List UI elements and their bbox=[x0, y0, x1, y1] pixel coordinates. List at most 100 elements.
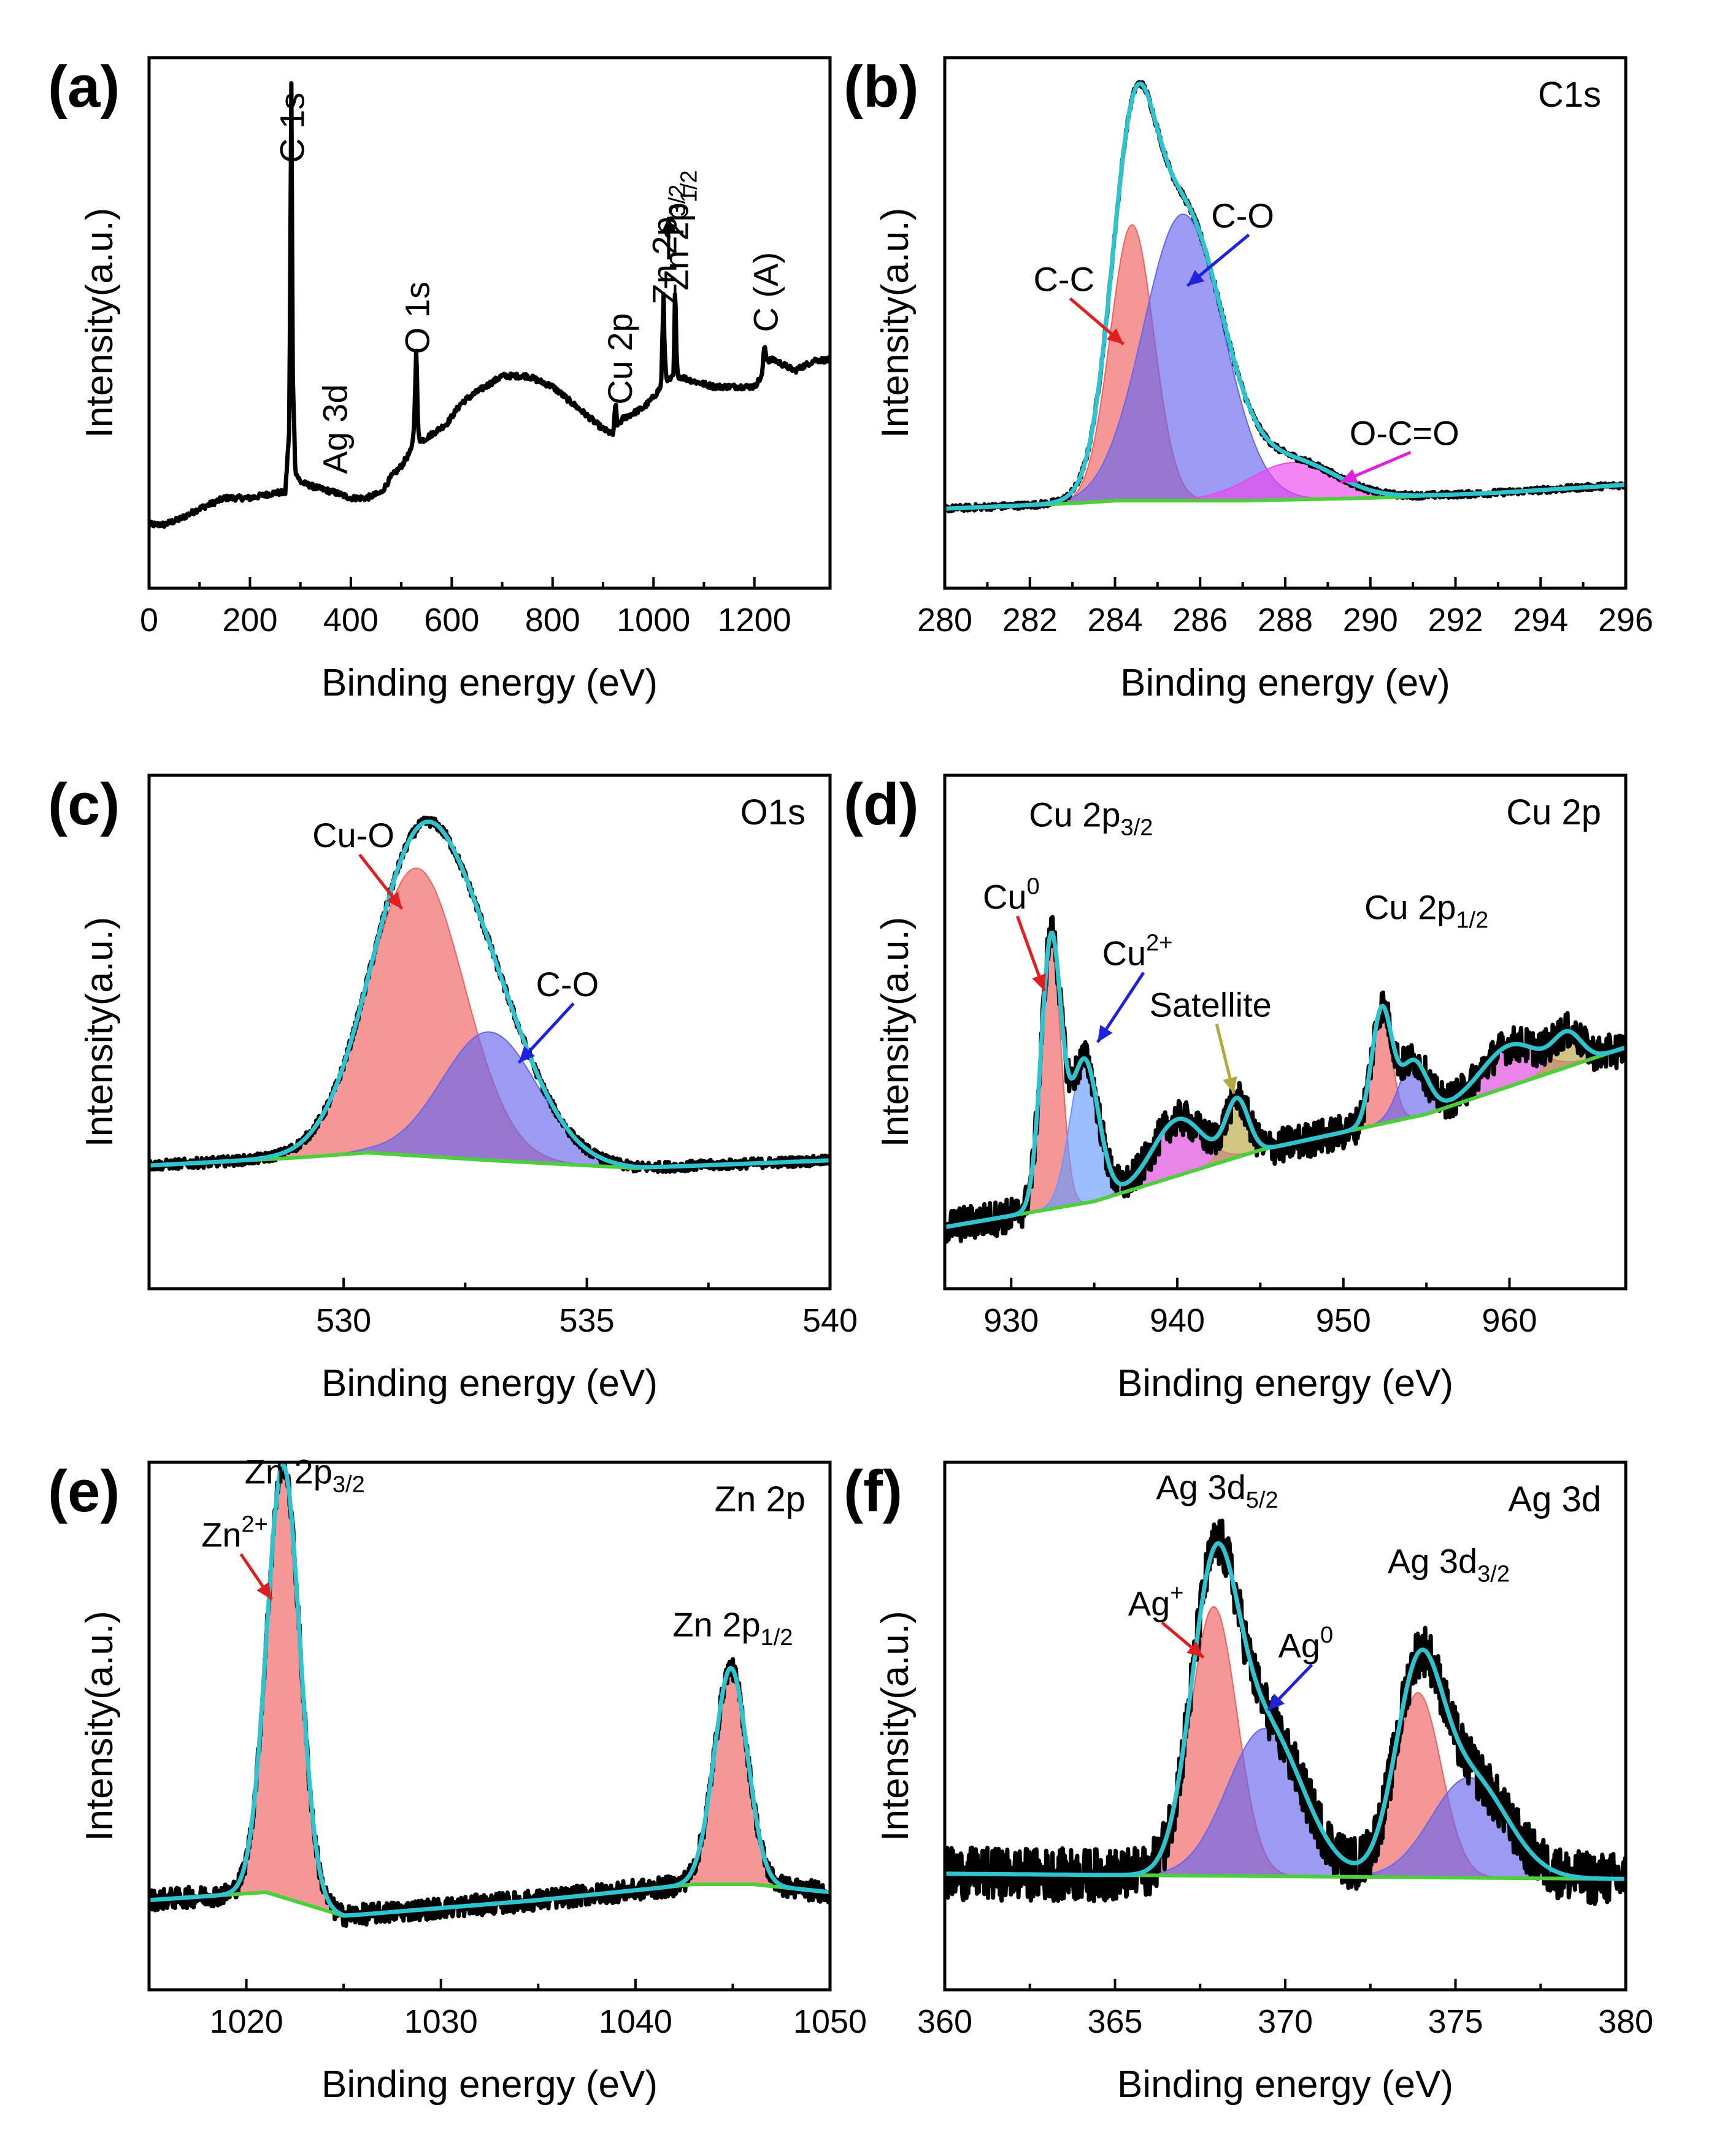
x-tick-label: 1000 bbox=[617, 602, 690, 639]
panel-label: (b) bbox=[844, 54, 919, 120]
plot-frame bbox=[147, 1460, 832, 1992]
annotation-arrow bbox=[517, 1002, 575, 1064]
svg-text:C (A): C (A) bbox=[747, 252, 785, 332]
plot-area bbox=[149, 81, 830, 529]
x-tick-label: 0 bbox=[140, 602, 158, 639]
panel-title: Zn 2p bbox=[715, 1479, 806, 1519]
annotation-2: C-O bbox=[517, 965, 599, 1064]
svg-text:Ag 3d5/2: Ag 3d5/2 bbox=[1156, 1468, 1278, 1513]
panel-title: Cu 2p bbox=[1506, 792, 1601, 832]
plot-frame bbox=[147, 773, 832, 1291]
svg-text:Zn 2p1/2: Zn 2p1/2 bbox=[672, 1605, 793, 1651]
panel-label: (c) bbox=[48, 772, 120, 837]
svg-text:C 1s: C 1s bbox=[273, 93, 312, 163]
x-axis-label: Binding energy (eV) bbox=[321, 1362, 658, 1405]
x-tick-label: 290 bbox=[1343, 602, 1398, 639]
panel-a: 0 200 400 600 800 1000 1200 Binding energy (eV)… bbox=[48, 54, 832, 704]
plot-area bbox=[945, 915, 1626, 1244]
x-tick-label: 600 bbox=[424, 602, 479, 639]
panel-c: 530 535 540 Binding energy (eV) Intensity(a.… bbox=[48, 772, 858, 1405]
annotation-3: Cu2+ bbox=[1096, 930, 1173, 1043]
x-tick-label: 960 bbox=[1482, 1302, 1537, 1339]
x-axis-label: Binding energy (eV) bbox=[321, 662, 658, 704]
panel-label: (d) bbox=[844, 772, 919, 837]
panel-title: C1s bbox=[1538, 75, 1601, 115]
x-axis-label: Binding energy (ev) bbox=[1120, 662, 1450, 704]
x-tick-label: 365 bbox=[1087, 2003, 1142, 2040]
svg-text:O 1s: O 1s bbox=[398, 282, 437, 354]
annotation-4: Ag 3d3/2 bbox=[1388, 1542, 1510, 1587]
svg-text:Cu2+: Cu2+ bbox=[1102, 930, 1173, 973]
plot-frame bbox=[943, 56, 1628, 590]
annotation-1: Cu 2p3/2 bbox=[1029, 796, 1153, 841]
svg-text:Satellite: Satellite bbox=[1150, 985, 1272, 1024]
annotation-5: Cu 2p1/2 bbox=[1364, 888, 1488, 933]
x-tick-label: 535 bbox=[559, 1302, 615, 1339]
svg-text:Ag 3d: Ag 3d bbox=[316, 385, 355, 474]
panel-e: 1020 1030 1040 1050 Binding energy (eV) Inten… bbox=[48, 1452, 867, 2106]
x-tick-label: 540 bbox=[802, 1302, 858, 1339]
annotation-1: Ag 3d5/2 bbox=[1156, 1468, 1278, 1513]
x-tick-label: 400 bbox=[323, 602, 379, 639]
plot-area bbox=[945, 1518, 1626, 1906]
x-tick-label: 1040 bbox=[599, 2003, 672, 2040]
fit-envelope-line bbox=[945, 81, 1626, 511]
fit-envelope-line bbox=[149, 819, 830, 1170]
x-axis-label: Binding energy (eV) bbox=[1117, 2063, 1453, 2106]
panel-label: (e) bbox=[48, 1459, 120, 1524]
svg-text:Cu 2p1/2: Cu 2p1/2 bbox=[1364, 888, 1488, 933]
x-tick-label: 1030 bbox=[404, 2003, 478, 2040]
x-tick-label: 200 bbox=[222, 602, 277, 639]
component-peak-2 bbox=[149, 1031, 830, 1169]
annotation-arrow bbox=[1096, 972, 1145, 1043]
y-axis-label: Intensity(a.u.) bbox=[874, 917, 917, 1148]
x-tick-label: 284 bbox=[1087, 602, 1142, 639]
x-tick-label: 294 bbox=[1513, 602, 1568, 639]
annotation-6: Zn 2p1/2 bbox=[656, 170, 702, 290]
annotation-arrow bbox=[1186, 233, 1250, 287]
panel-d: 930 940 950 960 Binding energy (eV) Intensity… bbox=[844, 772, 1628, 1405]
svg-text:Cu 2p: Cu 2p bbox=[601, 313, 639, 404]
panel-label: (f) bbox=[844, 1459, 902, 1524]
y-axis-label: Intensity(a.u.) bbox=[874, 1611, 917, 1841]
panel-f: 360 365 370 375 380 Binding energy (eV) Intens… bbox=[844, 1459, 1653, 2106]
svg-text:Zn 2p1/2: Zn 2p1/2 bbox=[656, 170, 702, 290]
svg-text:Ag 3d3/2: Ag 3d3/2 bbox=[1388, 1542, 1510, 1587]
annotation-4: Satellite bbox=[1150, 985, 1272, 1094]
x-tick-label: 940 bbox=[1150, 1302, 1205, 1339]
annotation-2: Cu0 bbox=[983, 874, 1046, 992]
x-tick-label: 292 bbox=[1428, 602, 1483, 639]
annotation-1: C 1s bbox=[273, 93, 312, 163]
fit-envelope-line bbox=[945, 1541, 1626, 1881]
survey-spectrum-line bbox=[149, 81, 830, 529]
annotation-2: Zn2+ bbox=[201, 1512, 273, 1601]
plot-area bbox=[149, 1462, 830, 1928]
plot-frame bbox=[943, 773, 1628, 1291]
svg-text:Cu 2p3/2: Cu 2p3/2 bbox=[1029, 796, 1153, 841]
y-axis-label: Intensity(a.u.) bbox=[79, 1611, 121, 1841]
svg-text:C-O: C-O bbox=[536, 965, 599, 1003]
svg-text:Zn 2p3/2: Zn 2p3/2 bbox=[245, 1452, 365, 1497]
fit-envelope-line bbox=[945, 930, 1626, 1230]
x-tick-label: 282 bbox=[1002, 602, 1058, 639]
svg-text:Ag0: Ag0 bbox=[1278, 1622, 1333, 1665]
annotation-5: Zn 2p3/2 bbox=[645, 184, 690, 304]
annotation-3: Zn 2p1/2 bbox=[672, 1605, 793, 1651]
panel-title: O1s bbox=[740, 792, 806, 832]
y-axis-label: Intensity(a.u.) bbox=[79, 208, 121, 439]
x-tick-label: 1200 bbox=[718, 602, 791, 639]
annotation-7: C (A) bbox=[747, 252, 785, 332]
annotation-1: Cu-O bbox=[312, 816, 404, 910]
x-tick-label: 280 bbox=[917, 602, 972, 639]
plot-frame bbox=[943, 1460, 1628, 1992]
svg-text:Ag+: Ag+ bbox=[1128, 1580, 1184, 1622]
x-tick-label: 296 bbox=[1598, 602, 1653, 639]
annotation-3: Ag0 bbox=[1267, 1622, 1333, 1711]
panel-label: (a) bbox=[48, 54, 120, 120]
y-axis-label: Intensity(a.u.) bbox=[874, 208, 917, 439]
x-tick-label: 1050 bbox=[793, 2003, 867, 2040]
annotation-arrow bbox=[1069, 297, 1125, 346]
annotation-arrow bbox=[1015, 915, 1046, 992]
x-tick-label: 950 bbox=[1316, 1302, 1371, 1339]
